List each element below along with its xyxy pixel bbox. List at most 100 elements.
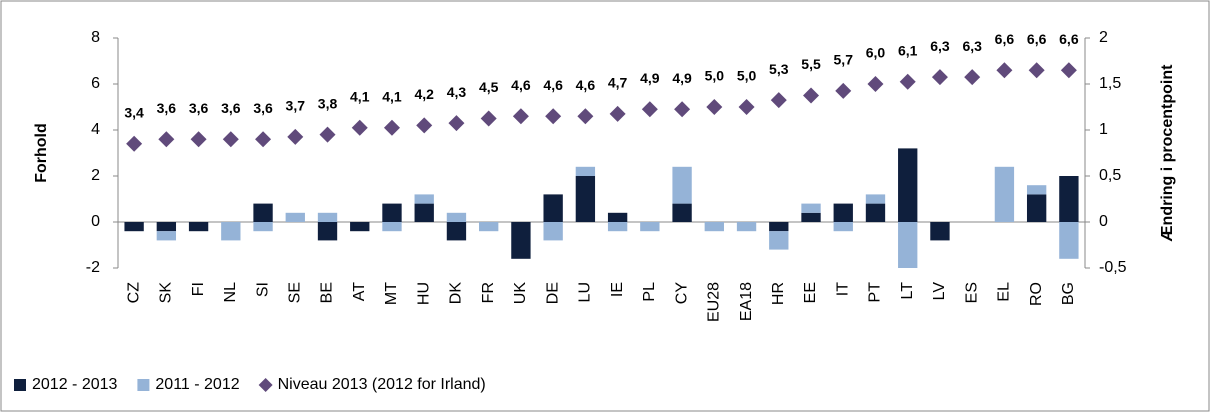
y2-tick-label: 1 <box>1099 121 1108 138</box>
y2-tick-label: 1,5 <box>1099 75 1121 92</box>
bar <box>575 166 596 176</box>
diamond-marker <box>899 73 916 90</box>
diamond-marker <box>351 119 368 136</box>
bar <box>833 203 853 222</box>
value-label: 3,7 <box>286 98 306 114</box>
bar <box>511 222 531 259</box>
y-tick-label: 8 <box>91 29 100 46</box>
y2-tick-label: -0,5 <box>1099 259 1127 276</box>
value-label: 6,1 <box>898 42 918 58</box>
diamond-marker <box>126 135 143 152</box>
bar <box>607 212 628 222</box>
y-tick-label: 2 <box>91 167 100 184</box>
value-label: 5,3 <box>769 61 789 77</box>
bar <box>736 222 757 232</box>
bar <box>317 222 338 241</box>
x-tick-label: BE <box>319 282 336 303</box>
value-label: 4,6 <box>576 77 596 93</box>
diamond-marker <box>674 101 691 118</box>
x-tick-label: FR <box>480 282 497 303</box>
bar <box>124 222 144 232</box>
x-tick-label: PL <box>641 282 658 302</box>
bar <box>253 222 273 232</box>
bar <box>414 194 434 204</box>
diamond-marker <box>867 76 884 92</box>
diamond-marker <box>448 115 465 132</box>
bar <box>156 222 177 232</box>
x-tick-label: MT <box>383 282 400 305</box>
bar <box>672 203 692 222</box>
value-label: 4,7 <box>608 75 628 91</box>
value-label: 6,6 <box>995 31 1015 47</box>
value-label: 4,1 <box>382 88 402 104</box>
y-tick-label: 0 <box>91 213 100 230</box>
diamond-marker <box>190 131 207 148</box>
bar <box>382 203 402 222</box>
bar <box>1026 194 1047 222</box>
x-tick-label: PT <box>867 282 884 303</box>
x-tick-label: EU28 <box>706 282 723 322</box>
x-tick-label: LU <box>577 282 594 302</box>
value-label: 4,5 <box>479 79 499 95</box>
bar <box>898 148 918 222</box>
value-label: 5,0 <box>737 68 757 84</box>
bar <box>414 203 434 222</box>
diamond-marker <box>222 131 239 148</box>
value-label: 6,0 <box>866 45 886 61</box>
bar <box>317 212 338 222</box>
value-label: 3,6 <box>189 100 209 116</box>
y2-axis-title: Ændring i procentpoint <box>1159 64 1176 242</box>
y2-tick-label: 0 <box>1099 213 1108 230</box>
bar <box>898 222 918 268</box>
value-label: 4,2 <box>414 86 434 102</box>
x-tick-label: SE <box>287 282 304 303</box>
diamond-marker <box>383 119 400 136</box>
value-label: 6,6 <box>1059 31 1079 47</box>
x-tick-label: IE <box>609 282 626 297</box>
diamond-marker <box>609 105 626 122</box>
diamond-marker <box>964 69 981 86</box>
x-tick-label: BG <box>1060 282 1077 305</box>
value-label: 4,3 <box>447 84 467 100</box>
bar <box>865 203 886 222</box>
legend-marker <box>258 378 273 392</box>
bar <box>221 222 241 241</box>
bar <box>156 231 177 241</box>
x-tick-label: UK <box>512 282 529 305</box>
y-tick-label: -2 <box>86 259 100 276</box>
x-tick-label: LV <box>931 282 948 301</box>
value-label: 6,6 <box>1027 31 1047 47</box>
bar <box>285 212 305 222</box>
bar <box>607 222 628 232</box>
value-label: 4,6 <box>511 77 531 93</box>
value-label: 3,4 <box>124 105 144 121</box>
bar <box>672 166 692 204</box>
y-axis-title: Forhold <box>33 123 50 183</box>
x-tick-label: IT <box>834 282 851 296</box>
bar <box>479 222 499 232</box>
bar <box>543 222 563 241</box>
value-label: 4,9 <box>640 70 660 86</box>
x-tick-label: CY <box>673 282 690 305</box>
x-tick-label: HR <box>770 282 787 305</box>
bar <box>253 203 273 222</box>
x-tick-label: LT <box>899 282 916 300</box>
x-tick-label: SK <box>158 282 175 304</box>
diamond-marker <box>577 108 594 125</box>
diamond-marker <box>512 108 529 125</box>
bar <box>930 222 950 241</box>
x-tick-label: DK <box>448 282 465 305</box>
x-tick-label: SI <box>254 282 271 297</box>
x-tick-label: DE <box>544 282 561 304</box>
bar <box>1026 185 1047 195</box>
legend-swatch <box>137 379 150 391</box>
bar <box>446 222 467 241</box>
x-tick-label: NL <box>222 282 239 303</box>
x-tick-label: FI <box>190 282 207 296</box>
diamond-marker <box>287 128 304 145</box>
value-label: 5,5 <box>801 56 821 72</box>
bar <box>704 222 724 232</box>
x-tick-label: CZ <box>125 282 142 304</box>
value-label: 4,9 <box>672 70 692 86</box>
